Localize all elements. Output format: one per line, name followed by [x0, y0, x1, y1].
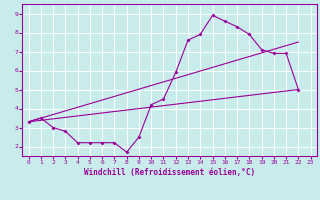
X-axis label: Windchill (Refroidissement éolien,°C): Windchill (Refroidissement éolien,°C): [84, 168, 255, 177]
